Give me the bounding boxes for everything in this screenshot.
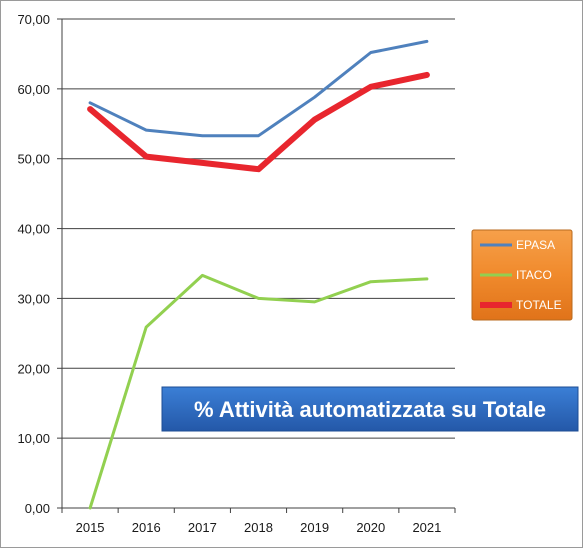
x-tick-label: 2021 (412, 520, 441, 535)
y-tick-label: 70,00 (17, 12, 50, 27)
legend-label-epasa: EPASA (516, 238, 555, 252)
y-tick-label: 50,00 (17, 152, 50, 167)
x-tick-label: 2020 (356, 520, 385, 535)
x-tick-label: 2019 (300, 520, 329, 535)
legend: EPASA ITACO TOTALE (471, 229, 573, 321)
x-tick-label: 2017 (188, 520, 217, 535)
legend-label-totale: TOTALE (516, 298, 562, 312)
gridlines (57, 18, 455, 509)
y-axis-ticks: 0,00 10,00 20,00 30,00 40,00 50,00 60,00 70,00 (17, 12, 50, 516)
x-tick-label: 2018 (244, 520, 273, 535)
x-axis-ticks: 2015 2016 2017 2018 2019 2020 2021 (61, 508, 456, 535)
y-tick-label: 0,00 (25, 501, 50, 516)
series-lines (87, 39, 430, 510)
y-tick-label: 40,00 (17, 222, 50, 237)
chart-title-box: % Attività automatizzata su Totale (161, 386, 579, 432)
y-tick-label: 10,00 (17, 431, 50, 446)
y-tick-label: 30,00 (17, 291, 50, 306)
legend-box (471, 229, 573, 321)
y-tick-label: 60,00 (17, 82, 50, 97)
chart-title: % Attività automatizzata su Totale (194, 397, 546, 422)
axes (57, 19, 455, 513)
y-tick-label: 20,00 (17, 361, 50, 376)
legend-label-itaco: ITACO (516, 268, 552, 282)
x-tick-label: 2016 (132, 520, 161, 535)
x-tick-label: 2015 (76, 520, 105, 535)
